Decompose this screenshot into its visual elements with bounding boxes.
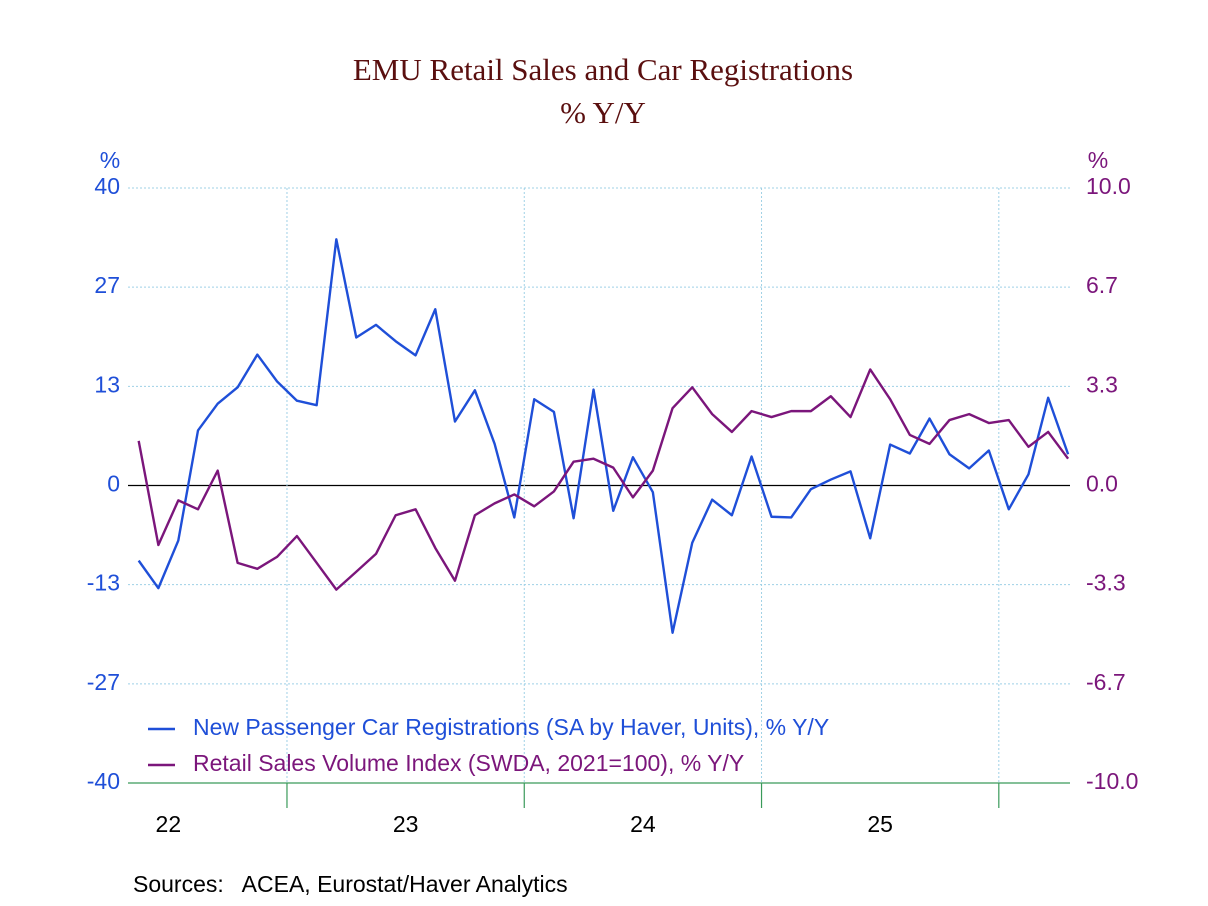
grid: 40 27 13 0 -13 -27 -40 10.0 6.7 3.3 0.0 -3.3 -6.7 -10… (87, 173, 1139, 837)
y-tick-label: 40 (94, 173, 120, 199)
series-line (137, 238, 1070, 634)
y2-tick-label: 3.3 (1086, 371, 1118, 397)
y2-tick-label: 0.0 (1086, 471, 1118, 497)
y2-tick-label: -6.7 (1086, 669, 1126, 695)
y-axis-unit: % (100, 147, 120, 173)
legend: New Passenger Car Registrations (SA by H… (148, 714, 829, 776)
plot-lines (137, 238, 1070, 634)
x-tick-label: 25 (867, 811, 893, 837)
x-tick-label: 23 (393, 811, 419, 837)
y-tick-label: -40 (87, 768, 120, 794)
y2-tick-label: -3.3 (1086, 570, 1126, 596)
chart-title: EMU Retail Sales and Car Registrations (353, 52, 853, 87)
legend-label: Retail Sales Volume Index (SWDA, 2021=10… (193, 750, 744, 776)
y-tick-label: 13 (94, 371, 120, 397)
chart-subtitle: % Y/Y (560, 95, 646, 130)
y2-axis-unit: % (1088, 147, 1108, 173)
series-line (137, 368, 1070, 591)
y2-tick-label: 6.7 (1086, 272, 1118, 298)
y-tick-label: 0 (107, 471, 120, 497)
y-tick-label: 27 (94, 272, 120, 298)
y-tick-label: -27 (87, 669, 120, 695)
x-tick-label: 22 (156, 811, 182, 837)
y-tick-label: -13 (87, 570, 120, 596)
y2-tick-label: -10.0 (1086, 768, 1138, 794)
source-note: Sources: ACEA, Eurostat/Haver Analytics (133, 871, 568, 897)
x-tick-label: 24 (630, 811, 656, 837)
y2-tick-label: 10.0 (1086, 173, 1131, 199)
legend-label: New Passenger Car Registrations (SA by H… (193, 714, 829, 740)
